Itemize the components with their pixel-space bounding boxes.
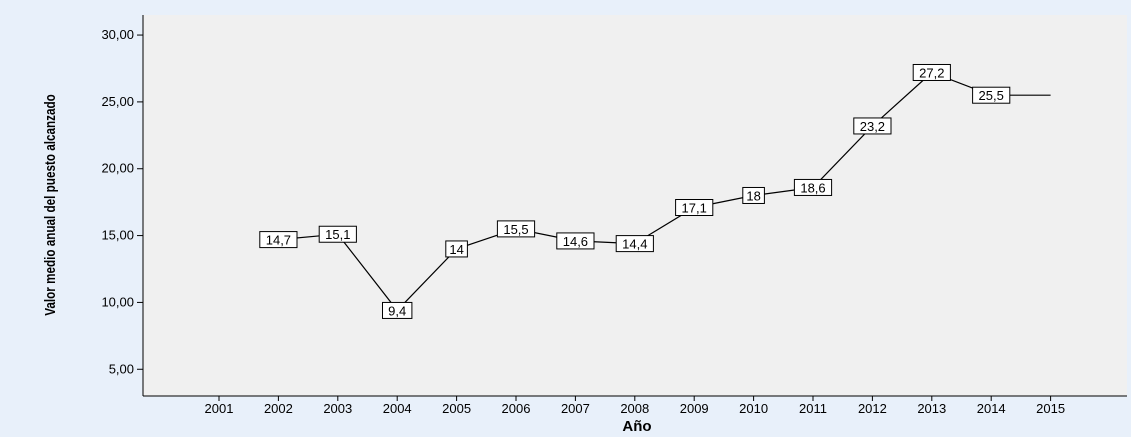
- data-label: 14,6: [556, 232, 595, 250]
- y-axis-ticks: 5,00 10,00 15,00 20,00 25,00 30,00: [101, 27, 143, 376]
- y-tick-label: 5,00: [109, 361, 134, 376]
- data-label: 18: [742, 186, 765, 204]
- y-tick-label: 10,00: [101, 294, 134, 309]
- data-label-box: [496, 220, 536, 238]
- data-label-text: 14: [449, 242, 463, 257]
- x-tick-label: 2004: [383, 401, 412, 416]
- x-tick-label: 2014: [977, 401, 1006, 416]
- x-axis-ticks: 2001 2002 2003 2004 2005 2006 2007 2008 2009 2010…: [205, 396, 1065, 416]
- data-label-text: 17,1: [682, 201, 707, 216]
- x-axis-title: Año: [622, 418, 651, 435]
- data-label-box: [675, 199, 714, 217]
- data-labels: 14,7 15,1 9,4 14 15,5 14,6 14,4 17,1 18 18,6 23,2 2…: [259, 63, 1011, 319]
- data-label-text: 14,7: [266, 233, 291, 248]
- plot-area: [143, 15, 1127, 396]
- data-label-text: 9,4: [388, 303, 406, 318]
- x-tick-label: 2012: [858, 401, 887, 416]
- data-label-box: [972, 86, 1011, 104]
- x-tick-label: 2008: [620, 401, 649, 416]
- x-tick-label: 2010: [739, 401, 768, 416]
- data-label-box: [445, 240, 468, 258]
- data-label-box: [912, 63, 951, 81]
- y-tick-label: 15,00: [101, 228, 134, 243]
- data-label-box: [556, 232, 595, 250]
- data-label-box: [382, 301, 413, 319]
- data-label-box: [615, 235, 654, 253]
- x-tick-label: 2003: [323, 401, 352, 416]
- data-label: 25,5: [972, 86, 1011, 104]
- data-label-text: 14,4: [622, 237, 647, 252]
- data-label-box: [793, 178, 833, 196]
- data-label: 18,6: [793, 178, 833, 196]
- data-label-text: 27,2: [919, 65, 944, 80]
- y-axis-title: Valor medio anual del puesto alcanzado: [42, 94, 59, 315]
- x-tick-label: 2011: [799, 401, 827, 416]
- data-label-box: [853, 117, 892, 135]
- data-label-text: 15,1: [325, 227, 350, 242]
- data-label: 14,7: [259, 231, 298, 249]
- y-tick-label: 25,00: [101, 94, 134, 109]
- data-label: 15,1: [318, 225, 357, 243]
- data-label-text: 15,5: [503, 222, 528, 237]
- data-label-text: 23,2: [860, 119, 885, 134]
- x-tick-label: 2009: [680, 401, 709, 416]
- data-label: 17,1: [675, 199, 714, 217]
- data-label-box: [742, 186, 765, 204]
- data-label-text: 14,6: [563, 234, 588, 249]
- data-label: 15,5: [496, 220, 536, 238]
- data-label-text: 18: [746, 188, 760, 203]
- data-label-text: 18,6: [800, 180, 825, 195]
- data-label: 27,2: [912, 63, 951, 81]
- data-label: 23,2: [853, 117, 892, 135]
- y-tick-label: 20,00: [101, 161, 134, 176]
- y-tick-label: 30,00: [101, 27, 134, 42]
- x-tick-label: 2007: [561, 401, 590, 416]
- data-label: 14: [445, 240, 468, 258]
- x-tick-label: 2013: [917, 401, 946, 416]
- data-label: 9,4: [382, 301, 413, 319]
- x-tick-label: 2002: [264, 401, 293, 416]
- x-tick-label: 2005: [442, 401, 471, 416]
- data-label-box: [259, 231, 298, 249]
- data-label-text: 25,5: [979, 88, 1004, 103]
- x-tick-label: 2001: [205, 401, 234, 416]
- x-tick-label: 2015: [1036, 401, 1065, 416]
- series-line: [278, 71, 1051, 312]
- x-tick-label: 2006: [502, 401, 531, 416]
- data-label: 14,4: [615, 235, 654, 253]
- data-label-box: [318, 225, 357, 243]
